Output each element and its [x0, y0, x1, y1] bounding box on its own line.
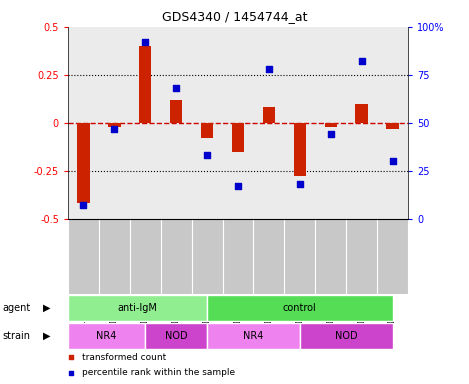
- Point: [68, 354, 75, 361]
- Text: NR4: NR4: [243, 331, 264, 341]
- Bar: [77, 123, 90, 203]
- Point: [234, 183, 242, 189]
- Point: [80, 202, 87, 208]
- Point: [296, 181, 303, 187]
- Point: [173, 85, 180, 91]
- Bar: [170, 100, 182, 123]
- Text: NOD: NOD: [335, 331, 357, 341]
- Bar: [386, 123, 399, 129]
- Bar: [356, 104, 368, 123]
- Point: [204, 152, 211, 159]
- Bar: [68, 323, 145, 349]
- Bar: [263, 108, 275, 123]
- Bar: [139, 46, 151, 123]
- Text: ▶: ▶: [43, 331, 51, 341]
- Point: [111, 126, 118, 132]
- Bar: [207, 323, 300, 349]
- Point: [389, 158, 396, 164]
- Text: NR4: NR4: [97, 331, 117, 341]
- Bar: [294, 123, 306, 177]
- Point: [358, 58, 365, 65]
- Bar: [325, 123, 337, 127]
- Text: control: control: [283, 303, 317, 313]
- Text: GDS4340 / 1454744_at: GDS4340 / 1454744_at: [162, 10, 307, 23]
- Bar: [207, 295, 393, 321]
- Text: ▶: ▶: [43, 303, 51, 313]
- Text: percentile rank within the sample: percentile rank within the sample: [82, 368, 234, 377]
- Bar: [300, 323, 393, 349]
- Bar: [232, 123, 244, 152]
- Point: [265, 66, 272, 72]
- Text: anti-IgM: anti-IgM: [118, 303, 158, 313]
- Point: [142, 39, 149, 45]
- Text: strain: strain: [2, 331, 30, 341]
- Text: NOD: NOD: [165, 331, 188, 341]
- Bar: [201, 123, 213, 138]
- Text: transformed count: transformed count: [82, 353, 166, 362]
- Point: [327, 131, 334, 137]
- Bar: [145, 323, 207, 349]
- Bar: [108, 123, 121, 127]
- Text: agent: agent: [2, 303, 30, 313]
- Point: [68, 369, 75, 376]
- Bar: [68, 295, 207, 321]
